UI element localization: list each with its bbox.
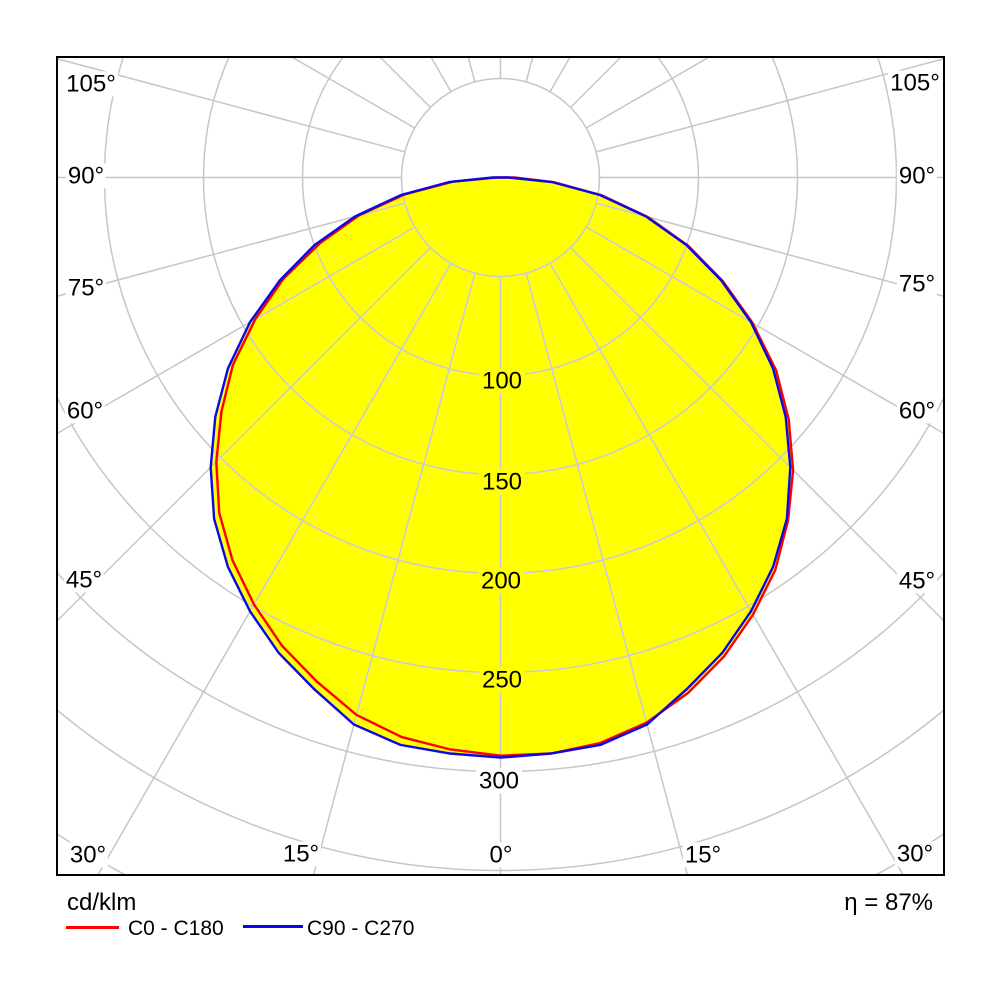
photometric-polar-diagram: 105° 90° 75° 60° 45° 105° 90° 75° 60° 45° 30° 15° 0°…	[56, 56, 945, 940]
polar-chart-canvas	[56, 56, 945, 876]
